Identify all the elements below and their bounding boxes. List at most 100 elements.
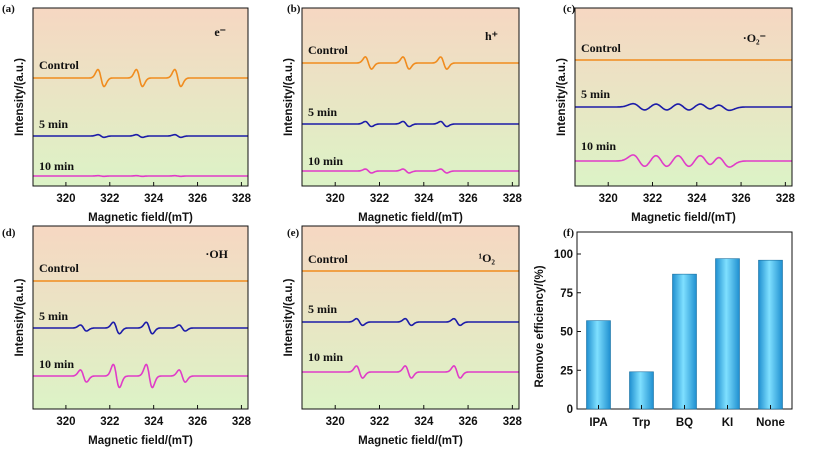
y-tick-label: 25 [560,365,573,377]
y-axis-label: Intensity/(a.u.) [14,278,26,356]
panel-label: (d) [2,227,16,239]
y-axis-label: Intensity/(a.u.) [556,58,568,136]
y-tick-label: 50 [560,327,573,339]
x-tick-label: 320 [599,193,618,205]
panel-label: (a) [2,3,15,15]
y-tick-label: 0 [567,404,573,416]
series-label: Control [308,252,348,266]
plot-background [33,8,248,186]
series-line-5-min [575,102,792,112]
x-axis-label: Magnetic field/(mT) [88,435,193,447]
x-tick-label: 328 [503,416,523,428]
series-label: 5 min [581,87,610,101]
plot-frame [32,225,249,410]
y-axis-label: Intensity/(a.u.) [14,58,26,136]
series-line-control [302,56,519,70]
bar-ipa [586,320,611,410]
x-tick-label: 328 [776,193,796,205]
series-line-10-min [33,174,248,178]
panel-d: (d) ·OH Control 5 min 10 min 320 322 324 326 328 M… [2,225,252,447]
series-label: Control [308,43,348,57]
bar-bq [672,273,697,410]
x-tick-label: 326 [458,193,477,205]
x-tick-label: 328 [503,193,523,205]
series-line-control [33,68,248,88]
x-tick-label: 322 [643,193,662,205]
series-label: 10 min [39,159,74,173]
x-tick-label: Trp [633,417,651,429]
series-line-10-min [302,168,519,174]
series-line-10-min [302,365,519,379]
panel-a: (a) e⁻ Control 5 min 10 min 320 322 324 326 328 Ma… [2,3,252,224]
x-axis-label: Magnetic field/(mT) [358,435,463,447]
series-line-5-min [33,321,248,335]
x-tick-label: KI [722,417,734,429]
plot-frame [301,7,520,187]
x-tick-label: 322 [100,416,119,428]
species-label: ·OH [205,247,228,261]
x-tick-label: 320 [326,193,345,205]
y-axis-label: Remove efficiency/(%) [534,265,546,387]
series-line-10-min [575,154,792,168]
panel-e: (e) ¹O₂ Control 5 min 10 min 320 322 324 326 328 M… [283,225,523,447]
x-tick-label: 320 [56,416,75,428]
x-axis-label: Magnetic field/(mT) [88,212,193,224]
plot-frame [574,7,793,187]
species-label: e⁻ [214,25,226,39]
x-tick-label: 328 [232,416,252,428]
species-label: ¹O₂ [478,251,495,265]
x-axis-label: Magnetic field/(mT) [358,212,463,224]
x-tick-label: IPA [589,417,607,429]
x-axis-label: Magnetic field/(mT) [631,212,736,224]
series-line-5-min [302,317,519,327]
series-label: 5 min [39,117,68,131]
species-label: h⁺ [485,29,498,43]
x-tick-label: 322 [370,193,389,205]
plot-frame [32,7,249,187]
panel-label: (b) [287,3,301,15]
series-label: 5 min [39,309,68,323]
y-tick-label: 75 [560,288,573,300]
panel-label: (f) [563,227,574,239]
panel-label: (c) [563,3,576,15]
y-tick-label: 100 [554,249,573,261]
plot-background [575,8,792,186]
series-label: 5 min [308,302,337,316]
panel-c: (c) ·O₂⁻ Control 5 min 10 min 320 322 324 326 328… [556,3,796,224]
series-line-5-min [33,133,248,139]
x-tick-label: 326 [731,193,750,205]
series-line-10-min [33,363,248,389]
series-line-5-min [302,120,519,128]
x-tick-label: 324 [414,416,434,428]
series-label: Control [581,41,621,55]
bar-trp [629,371,654,410]
series-label: 10 min [308,154,343,168]
x-tick-label: 326 [188,193,207,205]
plot-frame [301,225,520,410]
x-tick-label: 328 [232,193,252,205]
plot-background [33,226,248,409]
series-label: Control [39,261,79,275]
panel-label: (e) [287,227,300,239]
series-label: Control [39,58,79,72]
x-tick-label: 324 [144,416,164,428]
bar-none [758,259,783,410]
x-tick-label: 326 [188,416,207,428]
panel-b: (b) h⁺ Control 5 min 10 min 320 322 324 326 328 Ma… [283,3,523,224]
y-axis-label: Intensity/(a.u.) [283,278,295,356]
panel-f: (f) 0 25 50 75 100 IPA Trp BQ KI None Remove effici… [534,227,793,429]
series-label: 10 min [308,350,343,364]
x-tick-label: 322 [100,193,119,205]
species-label: ·O₂⁻ [743,31,766,45]
x-tick-label: None [756,417,785,429]
series-label: 10 min [581,139,616,153]
x-tick-label: 320 [326,416,345,428]
x-tick-label: BQ [676,417,693,429]
x-tick-label: 324 [414,193,434,205]
x-tick-label: 320 [56,193,75,205]
x-tick-label: 324 [144,193,164,205]
series-label: 10 min [39,357,74,371]
x-tick-label: 326 [458,416,477,428]
plot-background [302,8,519,186]
